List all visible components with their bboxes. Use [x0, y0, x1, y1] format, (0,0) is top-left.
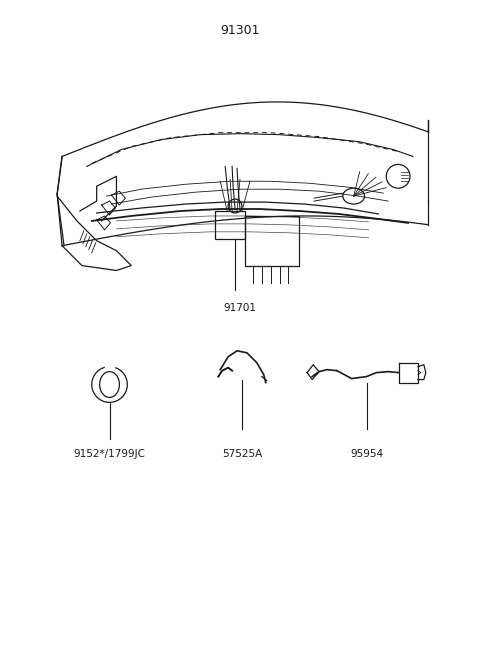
Text: 9152*/1799JC: 9152*/1799JC [73, 449, 145, 459]
Text: 57525A: 57525A [222, 449, 262, 459]
Text: 91701: 91701 [224, 304, 256, 313]
Text: 95954: 95954 [350, 449, 383, 459]
Text: 91301: 91301 [220, 24, 260, 37]
